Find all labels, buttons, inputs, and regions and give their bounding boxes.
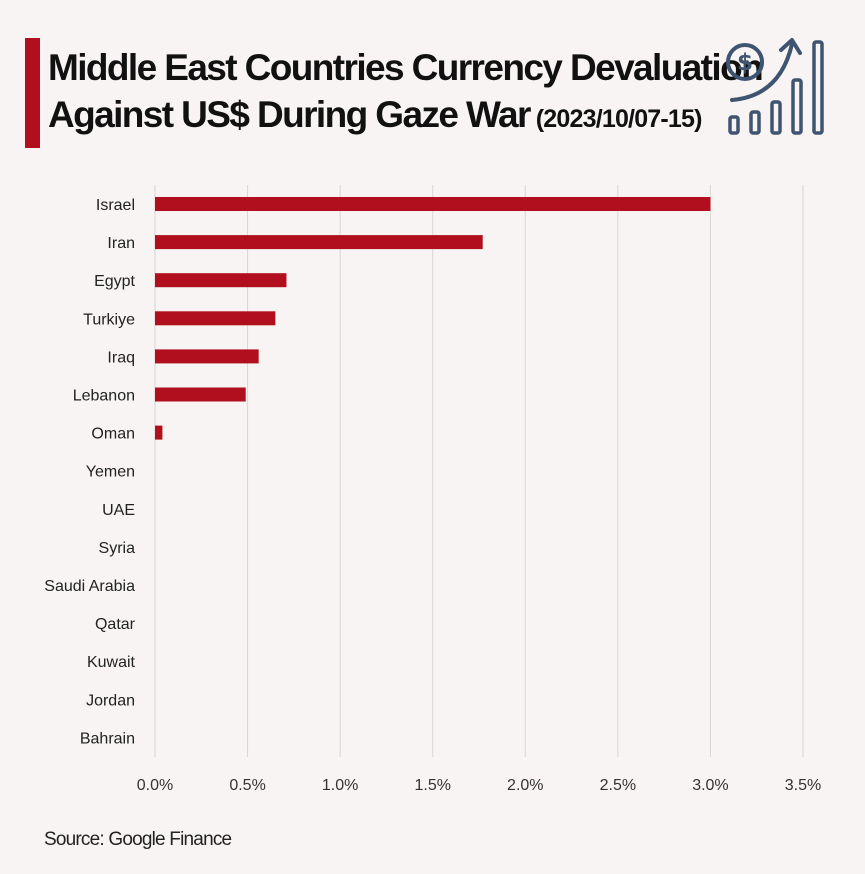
y-category-label: UAE [102,502,135,519]
bar-icon-5 [812,40,824,135]
title-line-2-text: Against US$ During Gaze War [48,94,531,135]
bar-israel [155,197,711,211]
arrow-head-icon [779,38,802,55]
x-tick-label: 3.0% [692,777,728,794]
y-category-label: Oman [91,426,135,443]
title-line-2: Against US$ During Gaze War (2023/10/07-1… [48,91,708,143]
x-tick-label: 0.0% [137,777,173,794]
y-category-label: Iraq [107,349,135,366]
source-note: Source: Google Finance [44,829,232,850]
title-line-1: Middle East Countries Currency Devaluati… [48,47,764,88]
bar-iran [155,235,483,250]
growth-curve-icon [730,42,794,102]
y-category-label: Yemen [86,464,135,481]
bar-oman [155,425,163,440]
y-category-label: Iran [107,235,135,252]
chart-title: Middle East Countries Currency Devaluati… [48,44,764,143]
bar-iraq [155,349,259,364]
bar-icon-4 [791,78,803,135]
y-category-label: Qatar [95,616,136,633]
y-category-label: Jordan [86,692,135,709]
bar-icon-1 [728,115,740,135]
x-tick-label: 0.5% [229,777,265,794]
finance-growth-icon: $ [726,38,824,135]
y-category-label: Israel [96,197,135,214]
y-category-label: Turkiye [83,311,135,328]
date-range: (2023/10/07-15) [535,105,703,133]
title-accent-bar [25,38,40,148]
dollar-coin-icon [726,43,764,81]
bar-icon-3 [770,100,782,135]
x-tick-label: 3.5% [785,777,821,794]
y-category-label: Bahrain [80,730,135,747]
bar-lebanon [155,387,246,402]
bar-egypt [155,273,287,288]
y-category-label: Saudi Arabia [44,578,135,595]
x-tick-label: 2.5% [600,777,636,794]
x-tick-label: 1.0% [322,777,358,794]
x-tick-label: 2.0% [507,777,543,794]
bar-turkiye [155,311,276,326]
y-category-label: Kuwait [87,654,136,671]
y-category-label: Lebanon [73,388,135,405]
x-tick-label: 1.5% [414,777,450,794]
dollar-sign-glyph: $ [737,50,753,76]
y-category-label: Egypt [94,273,135,290]
y-category-label: Syria [99,540,136,557]
bar-icon-2 [749,110,761,135]
